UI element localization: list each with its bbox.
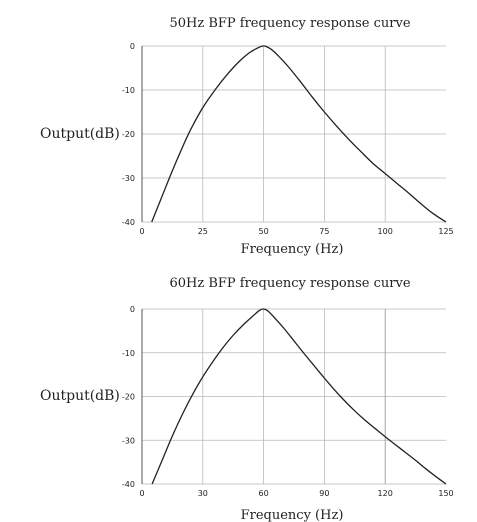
response-curve [151, 45, 447, 223]
response-curve [151, 308, 447, 485]
x-tick-label: 125 [438, 227, 453, 236]
y-tick-label: -20 [122, 393, 135, 402]
y-axis-label: Output(dB) [40, 126, 120, 142]
grid [141, 45, 446, 223]
x-tick-label: 0 [139, 227, 144, 236]
x-tick-label: 75 [319, 227, 329, 236]
x-tick-label: 150 [438, 489, 453, 498]
x-tick-label: 100 [378, 227, 393, 236]
x-tick-label: 25 [198, 227, 208, 236]
series [151, 308, 447, 485]
chart-60hz: 60Hz BFP frequency response curve Output… [40, 276, 454, 522]
grid [141, 308, 446, 485]
y-tick-label: -10 [122, 349, 135, 358]
y-tick-label: 0 [130, 305, 135, 314]
chart-title: 50Hz BFP frequency response curve [169, 16, 410, 31]
y-tick-label: 0 [130, 42, 135, 51]
series [151, 45, 447, 223]
y-tick-label: -20 [122, 130, 135, 139]
x-tick-label: 120 [378, 489, 393, 498]
ticks: 0 -10 -20 -30 -40 0 25 50 75 100 125 [122, 42, 454, 236]
y-tick-label: -40 [122, 480, 135, 489]
x-tick-label: 60 [259, 489, 269, 498]
y-tick-label: -30 [122, 436, 135, 445]
ticks: 0 -10 -20 -30 -40 0 30 60 90 120 150 [122, 305, 454, 498]
chart-title: 60Hz BFP frequency response curve [169, 276, 410, 291]
chart-50hz: 50Hz BFP frequency response curve Output… [40, 16, 454, 257]
x-axis-label: Frequency (Hz) [241, 242, 344, 257]
y-tick-label: -40 [122, 218, 135, 227]
x-tick-label: 30 [198, 489, 208, 498]
x-axis-label: Frequency (Hz) [241, 508, 344, 522]
y-axis-label: Output(dB) [40, 388, 120, 404]
y-tick-label: -10 [122, 86, 135, 95]
y-tick-label: -30 [122, 174, 135, 183]
x-tick-label: 50 [259, 227, 269, 236]
x-tick-label: 90 [319, 489, 329, 498]
x-tick-label: 0 [139, 489, 144, 498]
